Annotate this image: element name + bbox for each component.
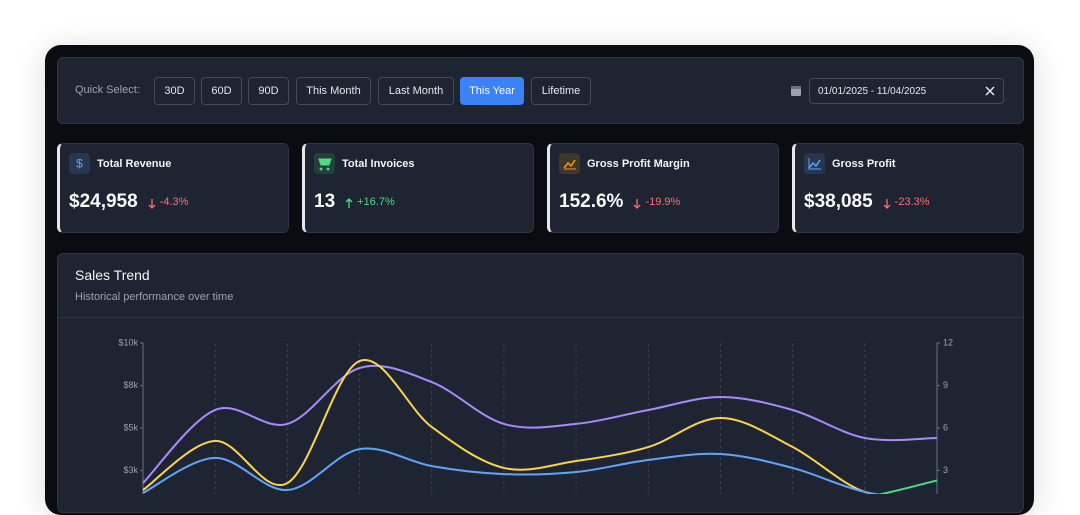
kpi-icon	[559, 153, 580, 174]
kpi-icon: $	[69, 153, 90, 174]
kpi-icon	[804, 153, 825, 174]
y2-tick-label: 9	[943, 380, 948, 390]
y-tick-label: $8k	[123, 380, 138, 390]
icon-glyph	[563, 159, 576, 170]
quick-select-button[interactable]: Last Month	[378, 77, 454, 105]
trend-arrow	[345, 196, 353, 214]
chart-panel	[57, 253, 1024, 513]
kpi-change: -4.3%	[159, 196, 189, 208]
kpi-card: Total Invoices 13 +16.7%	[302, 143, 534, 233]
arrow-glyph	[345, 198, 353, 208]
trend-arrow	[883, 196, 891, 214]
kpi-value: 152.6%	[559, 191, 624, 212]
quick-select-button[interactable]: 30D	[154, 77, 195, 105]
kpi-card: Gross Profit Margin 152.6% -19.9%	[547, 143, 779, 233]
icon-glyph: $	[76, 157, 83, 171]
kpi-change: +16.7%	[357, 196, 395, 208]
icon-glyph	[808, 158, 821, 170]
kpi-title: Total Revenue	[97, 158, 172, 170]
kpi-card: Gross Profit $38,085 -23.3%	[792, 143, 1024, 233]
clear-date-button[interactable]	[985, 86, 995, 96]
y-tick-label: $5k	[123, 422, 138, 432]
kpi-title: Total Invoices	[342, 158, 415, 170]
quick-select-button[interactable]: Lifetime	[531, 77, 591, 105]
quick-select-label: Quick Select:	[75, 84, 140, 96]
y2-tick-label: 6	[943, 422, 948, 432]
y-tick-label: $10k	[118, 337, 138, 347]
trend-arrow	[633, 196, 641, 214]
arrow-glyph	[633, 199, 641, 209]
quick-select-button[interactable]: This Year	[460, 77, 524, 105]
calendar-icon	[791, 86, 801, 96]
y2-tick-label: 12	[943, 337, 953, 347]
kpi-change: -19.9%	[645, 196, 681, 208]
svg-text:$: $	[76, 157, 83, 171]
quick-select-button[interactable]: This Month	[296, 77, 371, 105]
kpi-value: $38,085	[804, 191, 873, 212]
arrow-glyph	[148, 199, 156, 209]
y-tick-label: $3k	[123, 465, 138, 475]
divider	[57, 317, 1024, 318]
quick-select-button[interactable]: 60D	[201, 77, 242, 105]
quick-select-button[interactable]: 90D	[248, 77, 289, 105]
date-range-input[interactable]: 01/01/2025 - 11/04/2025	[809, 78, 1004, 104]
icon-glyph	[318, 158, 332, 171]
series-line	[142, 447, 883, 494]
panel-subtitle: Historical performance over time	[75, 291, 234, 303]
page: Quick Select: 01/01/2025 - 11/04/2025 Sa…	[45, 45, 1034, 515]
kpi-title: Gross Profit	[832, 158, 896, 170]
arrow-glyph	[883, 199, 891, 209]
series-line	[142, 364, 938, 484]
kpi-change: -23.3%	[894, 196, 930, 208]
chart: $3k $5k $8k $10k 3 6 9 12	[118, 337, 953, 494]
trend-arrow	[148, 196, 156, 214]
kpi-card: $ Total Revenue $24,958 -4.3%	[57, 143, 289, 233]
series-line	[142, 359, 879, 494]
y2-tick-label: 3	[943, 465, 948, 475]
kpi-icon	[314, 153, 335, 174]
kpi-value: 13	[314, 191, 336, 212]
panel-title: Sales Trend	[75, 267, 150, 283]
kpi-value: $24,958	[69, 191, 138, 212]
kpi-title: Gross Profit Margin	[587, 158, 690, 170]
